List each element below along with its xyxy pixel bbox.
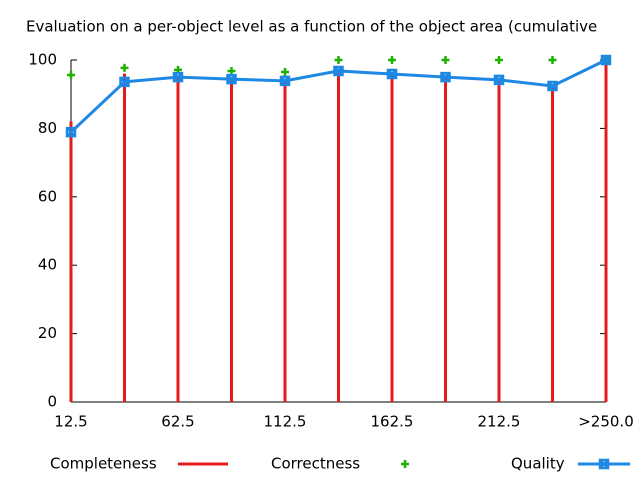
x-tick-label: 162.5: [371, 413, 414, 431]
y-tick-label: 40: [38, 256, 57, 274]
point: [388, 56, 396, 64]
point: [547, 80, 558, 92]
point: [120, 63, 129, 72]
x-tick-label: 62.5: [161, 413, 194, 431]
y-tick-label: 0: [47, 393, 57, 411]
x-tick-label: 112.5: [264, 413, 307, 431]
legend-swatch: [598, 458, 610, 470]
point: [386, 68, 398, 80]
point: [67, 71, 75, 80]
point: [441, 56, 450, 64]
legend-label: Completeness: [50, 455, 157, 473]
x-tick-label: 212.5: [478, 413, 521, 431]
legend-label: Correctness: [271, 455, 360, 473]
y-tick-label: 20: [38, 324, 57, 342]
x-tick-label: 12.5: [54, 413, 87, 431]
chart-title: Evaluation on a per-object level as a fu…: [26, 18, 597, 36]
point: [600, 54, 612, 66]
y-tick-label: 60: [38, 187, 57, 205]
y-tick-label: 100: [28, 51, 57, 69]
point: [495, 56, 503, 64]
point: [279, 75, 291, 87]
point: [119, 76, 130, 88]
point: [226, 73, 237, 85]
y-tick-label: 80: [38, 119, 57, 137]
point: [65, 126, 77, 138]
legend-swatch: [401, 460, 409, 468]
point: [172, 71, 184, 83]
point: [333, 65, 344, 77]
point: [493, 74, 505, 86]
point: [227, 66, 236, 75]
legend-label: Quality: [511, 455, 565, 473]
point: [548, 56, 557, 64]
point: [334, 56, 343, 64]
x-tick-label: >250.0: [578, 413, 634, 431]
point: [281, 67, 289, 76]
point: [440, 71, 451, 83]
